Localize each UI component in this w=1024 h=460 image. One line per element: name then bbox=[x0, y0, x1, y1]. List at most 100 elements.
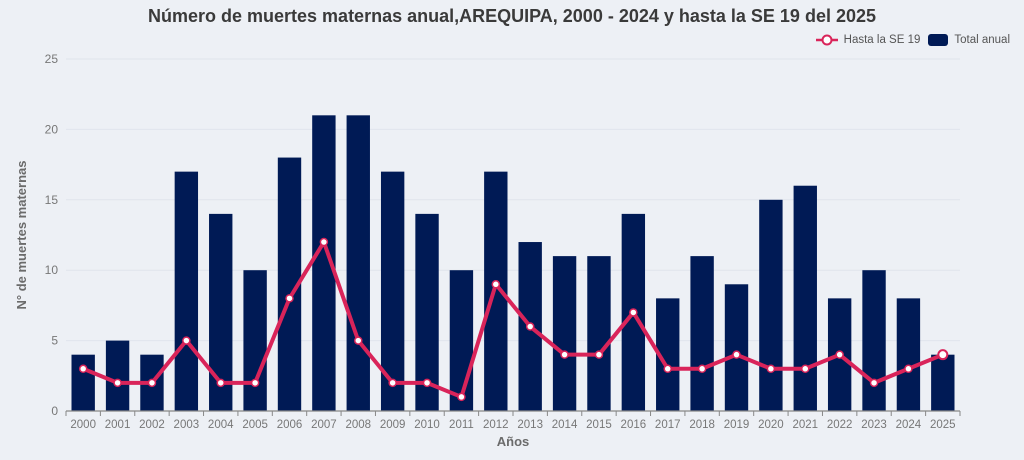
x-tick-label: 2002 bbox=[139, 419, 165, 431]
x-tick-label: 2000 bbox=[70, 419, 96, 431]
legend-label-line: Hasta la SE 19 bbox=[843, 34, 921, 46]
bar bbox=[793, 185, 817, 411]
x-tick-label: 2003 bbox=[174, 419, 200, 431]
x-tick-label: 2010 bbox=[414, 419, 440, 431]
bar bbox=[174, 171, 199, 411]
bar bbox=[71, 354, 95, 411]
line-point bbox=[594, 350, 604, 359]
y-tick-label: 5 bbox=[51, 334, 58, 348]
bar bbox=[449, 270, 474, 411]
bar bbox=[862, 270, 886, 411]
bar bbox=[243, 270, 267, 411]
line-point bbox=[697, 364, 707, 374]
y-tick-label: 25 bbox=[45, 52, 59, 66]
x-tick-label: 2020 bbox=[758, 419, 784, 431]
legend: Hasta la SE 19 Total anual bbox=[815, 34, 1010, 46]
bar bbox=[484, 171, 508, 411]
x-tick-label: 2014 bbox=[552, 419, 578, 431]
y-axis-label: N° de muertes maternas bbox=[14, 161, 29, 310]
x-tick-label: 2012 bbox=[483, 419, 509, 431]
line-path bbox=[82, 240, 944, 399]
y-tick-label: 15 bbox=[45, 193, 59, 207]
bar bbox=[105, 340, 130, 411]
x-tick-label: 2019 bbox=[724, 419, 750, 431]
line-point bbox=[560, 350, 569, 359]
y-tick-label: 10 bbox=[45, 263, 59, 277]
line-point bbox=[766, 364, 776, 374]
y-tick-label: 20 bbox=[45, 122, 59, 136]
line-point bbox=[388, 378, 397, 388]
bar bbox=[552, 256, 577, 411]
bar bbox=[140, 354, 164, 411]
bar bbox=[690, 256, 714, 411]
x-tick-label: 2024 bbox=[896, 419, 922, 431]
bar bbox=[827, 298, 852, 411]
line-point bbox=[250, 378, 260, 388]
bar bbox=[415, 213, 439, 411]
legend-item-hasta-se19[interactable]: Hasta la SE 19 bbox=[815, 34, 921, 46]
x-tick-label: 2023 bbox=[861, 419, 887, 431]
line-point bbox=[835, 350, 844, 359]
y-axis-ticks: 0 5 10 15 20 25 bbox=[45, 52, 59, 418]
chart-title: Número de muertes maternas anual,AREQUIP… bbox=[148, 6, 876, 26]
x-tick-label: 2025 bbox=[930, 419, 956, 431]
line-point bbox=[147, 378, 157, 388]
line-point bbox=[629, 308, 638, 317]
line-point bbox=[732, 350, 741, 359]
bar bbox=[724, 284, 749, 411]
x-tick-label: 2016 bbox=[621, 419, 647, 431]
bar bbox=[587, 256, 611, 411]
x-tick-label: 2006 bbox=[277, 419, 303, 431]
line-point bbox=[937, 349, 949, 361]
gridlines bbox=[66, 58, 960, 342]
line-point bbox=[457, 392, 466, 402]
line-point bbox=[663, 364, 672, 374]
line-point bbox=[319, 237, 329, 247]
line-point bbox=[216, 378, 225, 388]
x-axis: 2000 2001 2002 2003 2004 2005 2006 2007 2008 2009… bbox=[65, 410, 961, 431]
line-point bbox=[904, 364, 913, 374]
line-series bbox=[78, 237, 949, 402]
x-tick-label: 2018 bbox=[689, 419, 715, 431]
x-tick-label: 2008 bbox=[345, 419, 371, 431]
line-point bbox=[78, 364, 88, 374]
bar-swatch-icon bbox=[928, 34, 949, 46]
line-point bbox=[525, 322, 535, 331]
bar bbox=[931, 354, 955, 411]
x-tick-label: 2009 bbox=[380, 419, 406, 431]
bar bbox=[656, 298, 680, 411]
x-tick-label: 2011 bbox=[449, 419, 474, 431]
x-tick-label: 2005 bbox=[242, 419, 268, 431]
line-point bbox=[285, 294, 294, 303]
x-tick-label: 2001 bbox=[105, 419, 131, 431]
x-tick-label: 2022 bbox=[827, 419, 853, 431]
bar bbox=[312, 115, 336, 411]
bar bbox=[346, 115, 370, 411]
x-tick-label: 2017 bbox=[655, 419, 681, 431]
line-point bbox=[491, 280, 501, 289]
x-axis-label: Años bbox=[497, 434, 530, 449]
bar bbox=[277, 157, 302, 411]
line-point bbox=[869, 378, 879, 388]
bar bbox=[380, 171, 405, 411]
bar bbox=[621, 213, 646, 411]
bar bbox=[896, 298, 921, 411]
legend-label-bar: Total anual bbox=[954, 34, 1010, 46]
x-tick-label: 2015 bbox=[586, 419, 612, 431]
bar bbox=[209, 213, 233, 411]
line-point bbox=[422, 378, 432, 388]
line-marker-icon bbox=[815, 34, 838, 46]
line-point bbox=[801, 364, 810, 374]
x-tick-label: 2013 bbox=[517, 419, 543, 431]
legend-item-total-anual[interactable]: Total anual bbox=[928, 34, 1010, 46]
bars bbox=[71, 115, 955, 411]
x-tick-label: 2021 bbox=[792, 419, 818, 431]
line-point bbox=[113, 378, 122, 388]
bar bbox=[518, 242, 542, 411]
y-tick-label: 0 bbox=[51, 404, 58, 418]
x-tick-label: 2007 bbox=[311, 419, 337, 431]
line-point bbox=[354, 336, 363, 345]
x-tick-label: 2004 bbox=[208, 419, 234, 431]
line-point bbox=[182, 336, 191, 345]
